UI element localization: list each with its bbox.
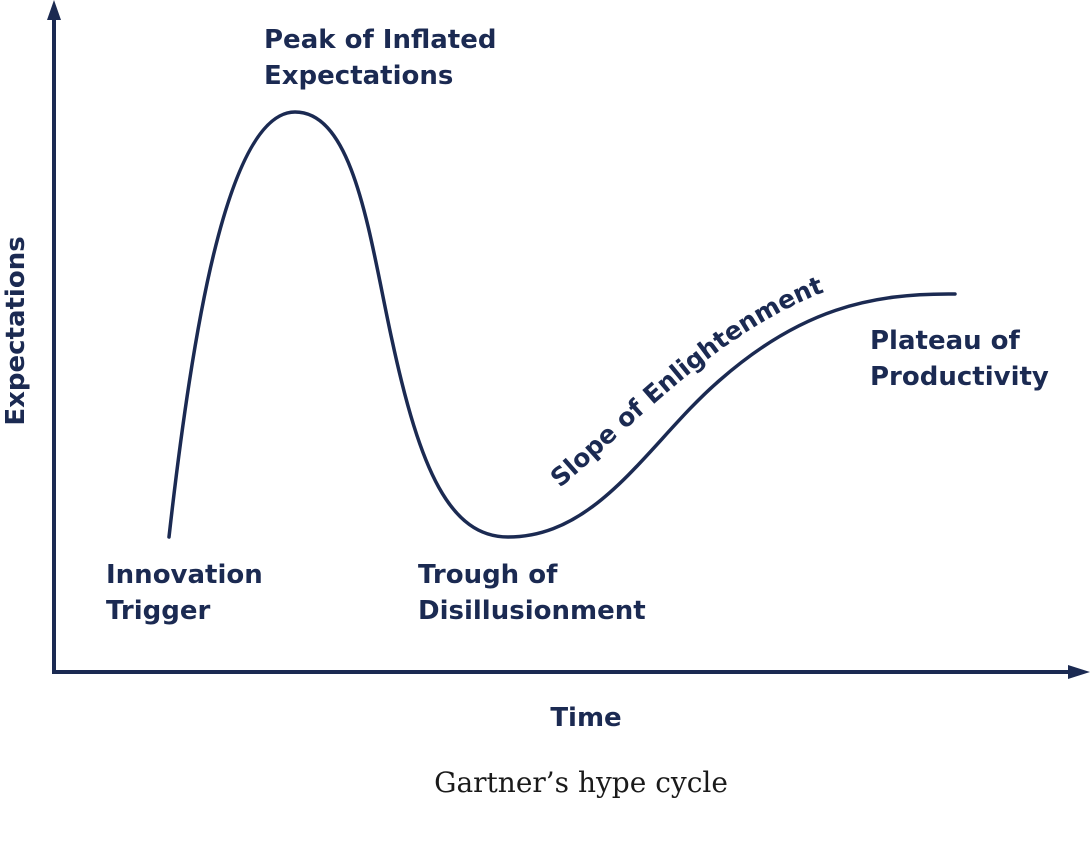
innovation-trigger-label: Innovation Trigger [106, 560, 272, 626]
x-axis-label: Time [550, 703, 621, 733]
caption: Gartner’s hype cycle [434, 766, 728, 799]
y-axis-label: Expectations [1, 236, 31, 425]
x-axis-arrow-icon [1068, 665, 1090, 679]
y-axis-arrow-icon [47, 0, 61, 20]
plateau-label: Plateau of Productivity [870, 326, 1049, 392]
hype-curve [167, 110, 957, 539]
peak-label: Peak of Inflated Expectations [264, 25, 506, 91]
slope-label: Slope of Enlightenment [545, 271, 827, 493]
trough-label: Trough of Disillusionment [418, 560, 646, 626]
